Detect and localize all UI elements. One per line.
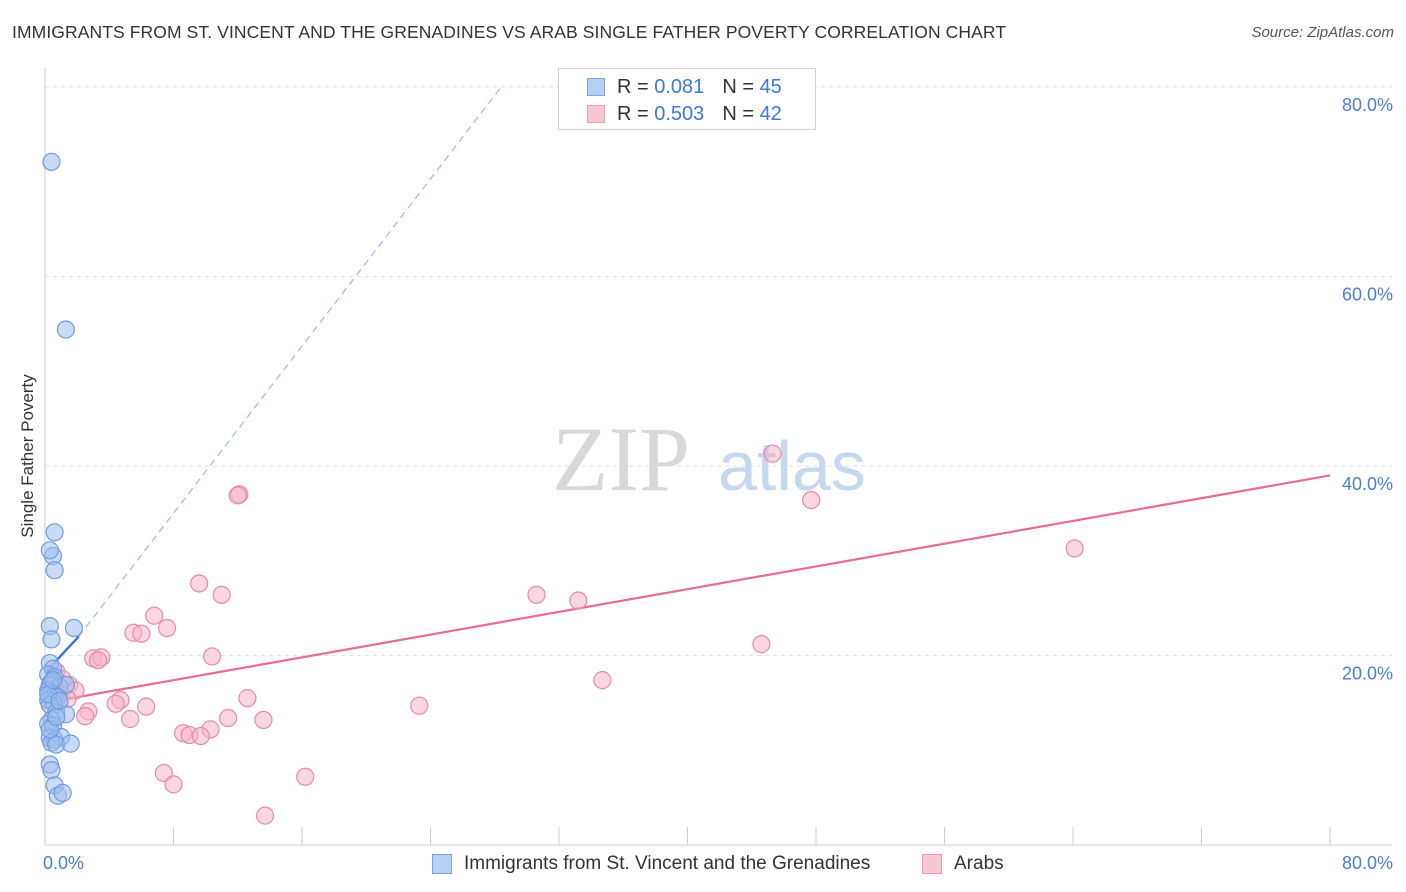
point-arabs-10 xyxy=(157,618,177,638)
legend-n-value-immigrants: 45 xyxy=(759,75,782,98)
legend-r-value-arabs: 0.503 xyxy=(654,102,705,125)
point-arabs-6 xyxy=(212,585,231,604)
tick-labels: 20.0% 40.0% 60.0% 80.0% 0.0% 80.0% xyxy=(43,95,1393,873)
point-arabs-40 xyxy=(164,775,183,794)
legend-swatch-immigrants xyxy=(587,78,605,96)
point-arabs-8 xyxy=(569,591,588,610)
point-arabs-25 xyxy=(238,689,257,708)
y-tick-label-20: 20.0% xyxy=(1342,663,1393,683)
series-swatch-arabs xyxy=(922,854,942,874)
point-immigrants-44 xyxy=(47,707,66,727)
point-arabs-42 xyxy=(255,806,275,825)
series-legend-arabs: Arabs xyxy=(922,852,1004,876)
point-immigrants-4 xyxy=(40,541,59,560)
point-immigrants-39 xyxy=(53,783,72,802)
point-arabs-9 xyxy=(145,606,164,625)
grid-lines xyxy=(45,86,1392,656)
correlation-legend: R = 0.081 N = 45 R = 0.503 N = 42 xyxy=(558,68,816,130)
point-arabs-32 xyxy=(121,709,140,729)
watermark: ZIP atlas xyxy=(552,408,866,510)
point-arabs-31 xyxy=(76,707,95,726)
y-tick-label-80: 80.0% xyxy=(1342,95,1393,115)
legend-n-label: N = xyxy=(722,75,754,98)
point-arabs-14 xyxy=(202,647,222,666)
point-immigrants-34 xyxy=(61,734,80,753)
point-immigrants-36 xyxy=(42,761,61,780)
watermark-atlas: atlas xyxy=(718,427,866,505)
source-label: Source: ZipAtlas.com xyxy=(1251,24,1394,41)
x-tick-label-80: 80.0% xyxy=(1342,853,1393,873)
point-arabs-2 xyxy=(228,486,247,505)
trend-line-immigrants-extended xyxy=(78,86,502,637)
point-arabs-5 xyxy=(190,574,209,593)
point-arabs-28 xyxy=(410,696,429,715)
x-tick-label-0: 0.0% xyxy=(43,853,84,873)
point-arabs-17 xyxy=(88,651,108,670)
legend-r-label: R = xyxy=(617,75,649,98)
y-tick-label-60: 60.0% xyxy=(1342,284,1393,304)
legend-swatch-arabs xyxy=(587,105,605,123)
point-arabs-13 xyxy=(752,635,771,654)
point-immigrants-5 xyxy=(45,561,64,580)
legend-r-value-immigrants: 0.081 xyxy=(654,75,705,98)
point-arabs-3 xyxy=(802,490,821,510)
point-arabs-12 xyxy=(132,624,151,643)
point-immigrants-2 xyxy=(45,523,64,542)
point-immigrants-0 xyxy=(42,152,61,171)
point-arabs-7 xyxy=(527,585,546,604)
chart-title: IMMIGRANTS FROM ST. VINCENT AND THE GREN… xyxy=(12,22,1007,42)
point-arabs-34 xyxy=(254,710,273,730)
series-label-arabs: Arabs xyxy=(954,853,1004,874)
point-arabs-27 xyxy=(106,694,125,713)
point-immigrants-42 xyxy=(43,671,63,690)
point-immigrants-7 xyxy=(64,618,84,638)
trend-line-arabs xyxy=(44,474,1331,704)
legend-row-arabs: R = 0.503 N = 42 xyxy=(587,102,782,126)
y-tick-label-40: 40.0% xyxy=(1342,474,1393,494)
legend-n-value-arabs: 42 xyxy=(759,102,782,125)
point-arabs-33 xyxy=(219,708,238,728)
point-arabs-4 xyxy=(1065,539,1084,558)
point-immigrants-41 xyxy=(50,691,69,711)
legend-row-immigrants: R = 0.081 N = 45 xyxy=(587,75,782,99)
series-swatch-immigrants xyxy=(432,854,452,874)
point-arabs-0 xyxy=(763,444,782,463)
point-arabs-41 xyxy=(296,767,315,786)
legend-r-label: R = xyxy=(617,102,649,125)
point-arabs-38 xyxy=(191,726,210,746)
watermark-zip: ZIP xyxy=(552,408,690,510)
point-immigrants-8 xyxy=(42,630,61,649)
point-immigrants-1 xyxy=(56,320,75,339)
point-arabs-21 xyxy=(593,671,612,690)
series-label-immigrants: Immigrants from St. Vincent and the Gren… xyxy=(464,853,871,874)
legend-n-label: N = xyxy=(722,102,754,125)
data-points xyxy=(39,152,1084,825)
series-legend-immigrants: Immigrants from St. Vincent and the Gren… xyxy=(432,852,870,876)
trend-lines xyxy=(44,86,1331,704)
point-arabs-29 xyxy=(137,697,156,716)
